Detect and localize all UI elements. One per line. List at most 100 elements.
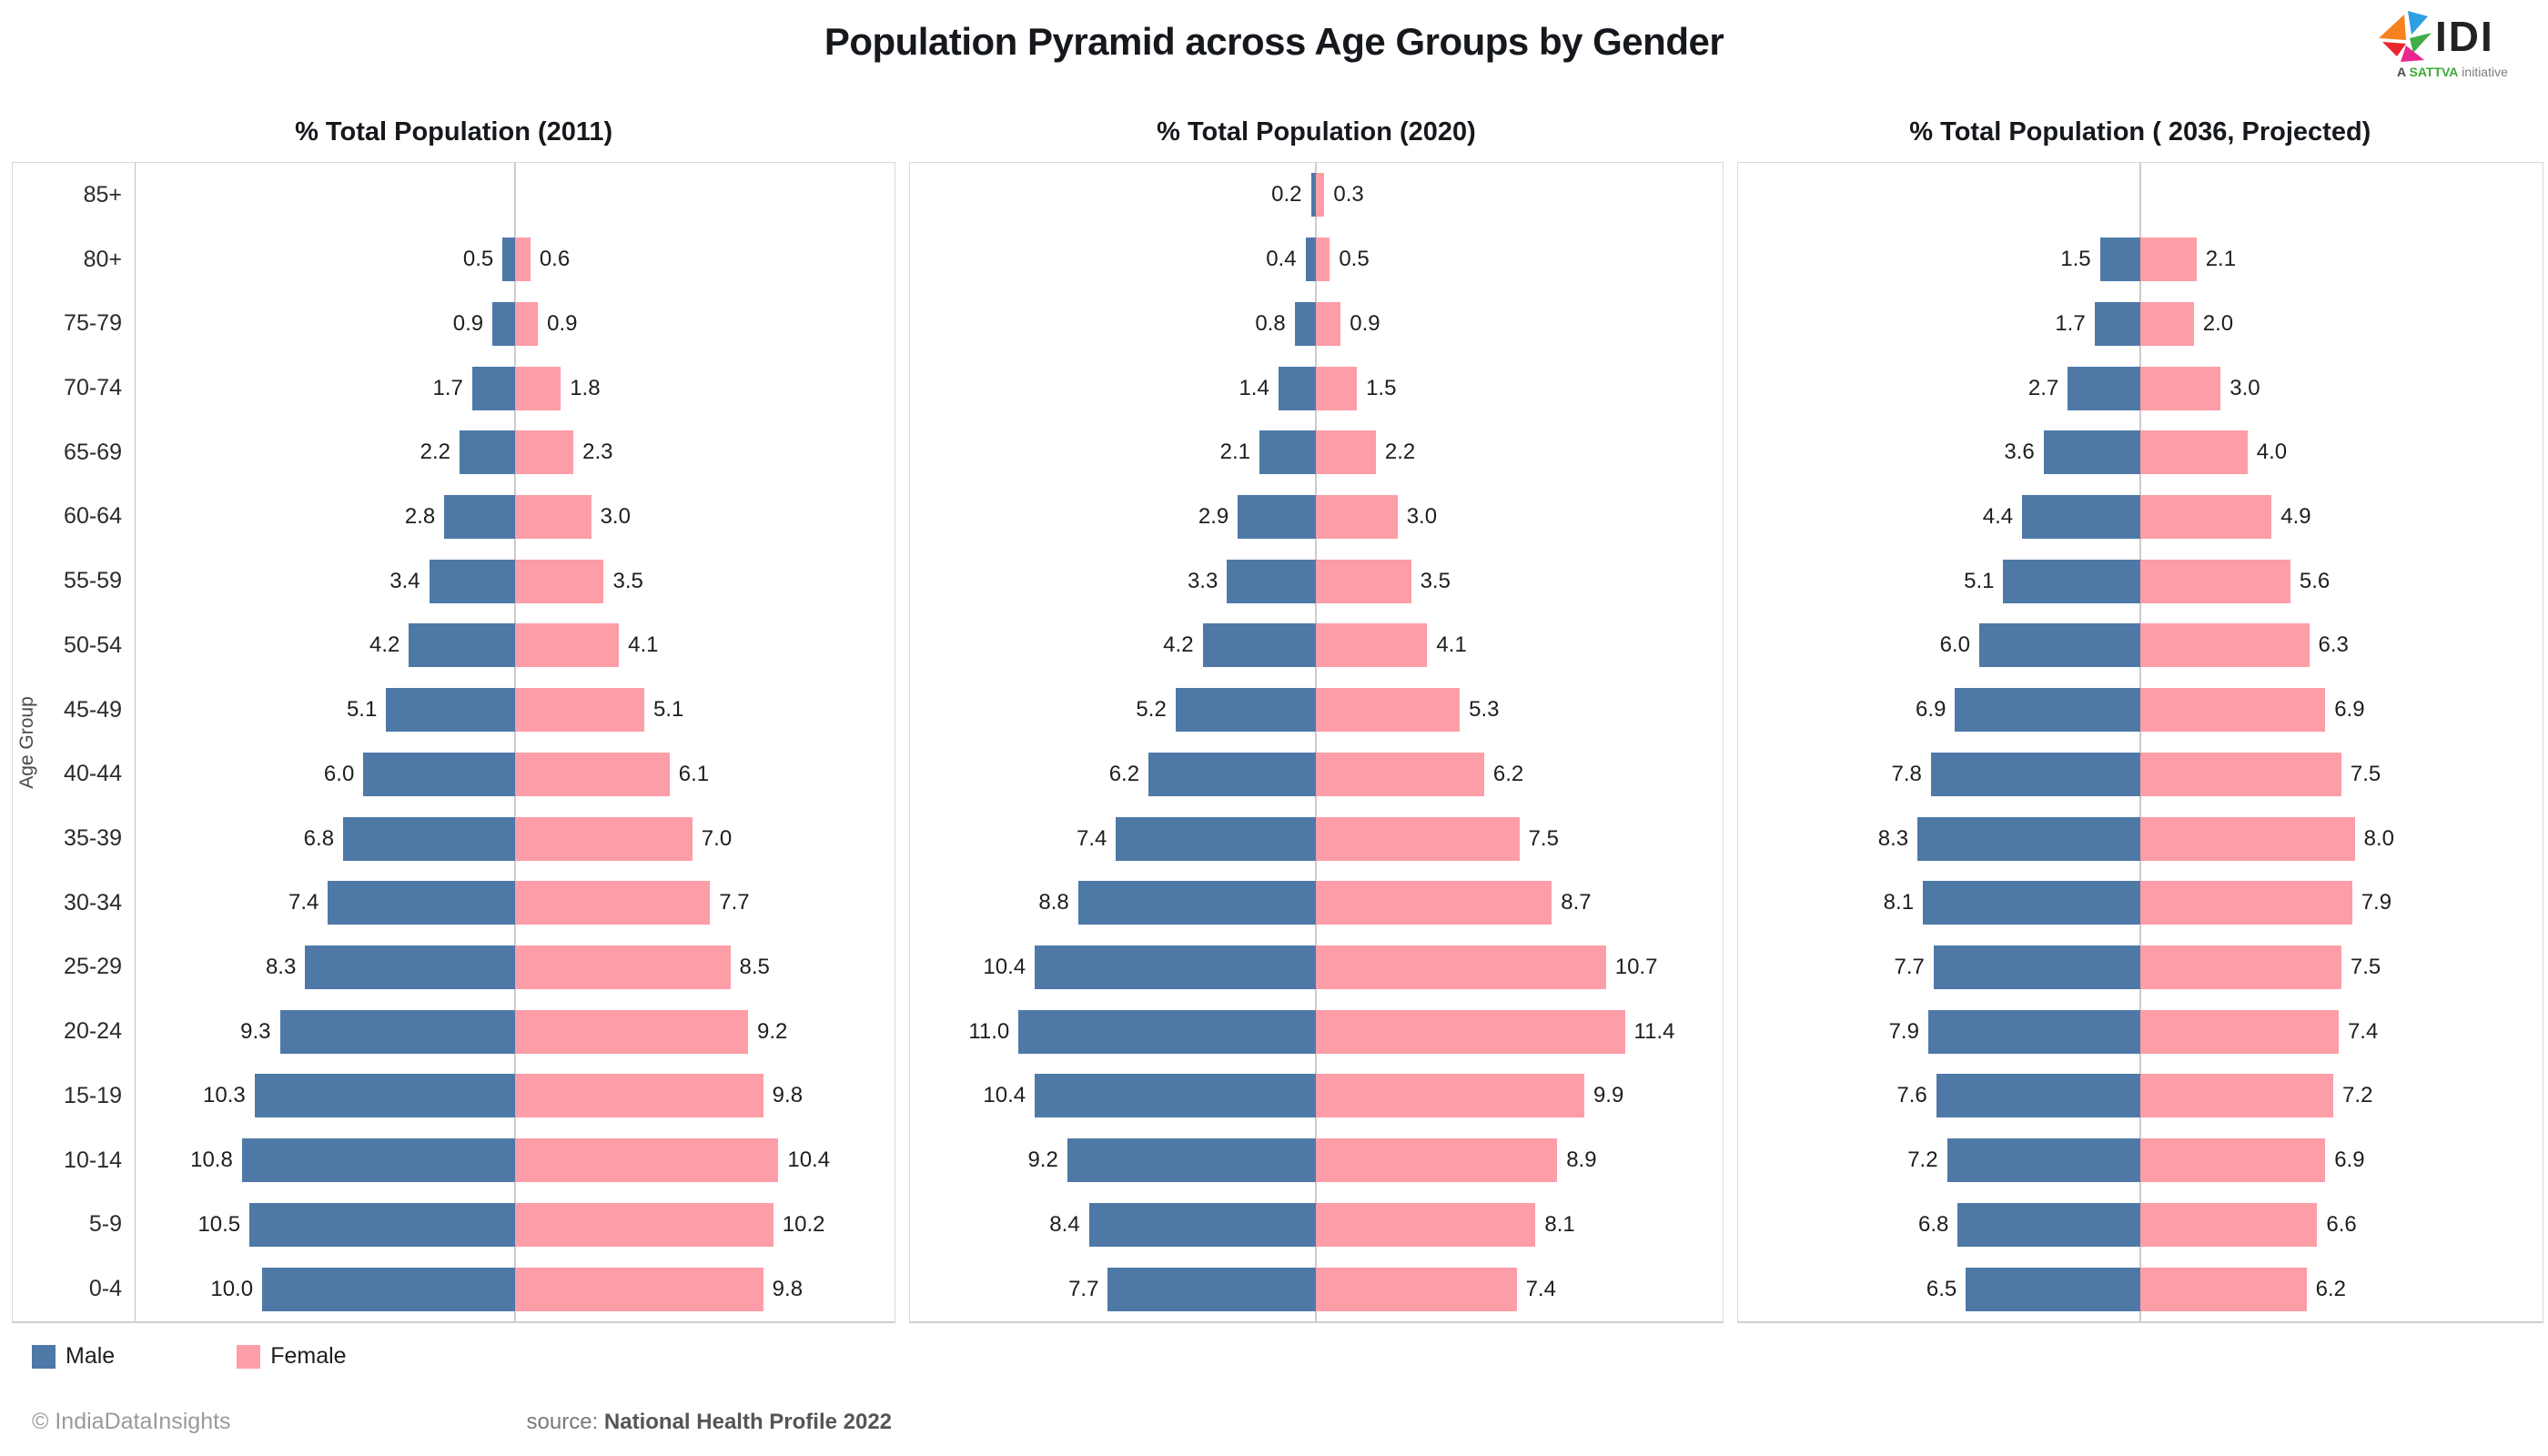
pyramid-bar-male[interactable]	[279, 1009, 516, 1054]
pyramid-bar-female[interactable]	[515, 1267, 763, 1311]
legend-item-male[interactable]: Male	[32, 1343, 115, 1370]
pyramid-bar-female[interactable]	[515, 494, 592, 539]
pyramid-bar-male[interactable]	[1933, 945, 2140, 989]
pyramid-bar-female[interactable]	[1316, 1267, 1517, 1311]
pyramid-bar-male[interactable]	[429, 559, 516, 603]
pyramid-bar-female[interactable]	[1316, 430, 1376, 475]
pyramid-bar-male[interactable]	[305, 945, 516, 989]
pyramid-bar-male[interactable]	[1088, 1202, 1317, 1247]
pyramid-bar-female[interactable]	[2139, 1138, 2326, 1183]
pyramid-bar-female[interactable]	[515, 301, 539, 346]
pyramid-bar-male[interactable]	[2099, 238, 2140, 282]
pyramid-bar-female[interactable]	[515, 688, 644, 733]
pyramid-bar-male[interactable]	[2003, 559, 2140, 603]
pyramid-bar-male[interactable]	[363, 752, 516, 796]
pyramid-bar-female[interactable]	[2139, 881, 2352, 925]
pyramid-bar-male[interactable]	[492, 301, 516, 346]
pyramid-bar-male[interactable]	[471, 366, 516, 410]
pyramid-bar-male[interactable]	[1238, 494, 1317, 539]
pyramid-bar-female[interactable]	[2139, 816, 2355, 861]
pyramid-bar-male[interactable]	[1966, 1267, 2140, 1311]
pyramid-bar-female[interactable]	[1316, 173, 1325, 217]
pyramid-bar-male[interactable]	[1955, 688, 2140, 733]
pyramid-bar-male[interactable]	[1227, 559, 1317, 603]
pyramid-bar-male[interactable]	[1202, 623, 1317, 668]
pyramid-bar-female[interactable]	[2139, 494, 2272, 539]
legend-item-female[interactable]: Female	[237, 1343, 347, 1370]
pyramid-bar-male[interactable]	[1148, 752, 1317, 796]
pyramid-bar-female[interactable]	[2139, 945, 2341, 989]
pyramid-bar-female[interactable]	[515, 366, 561, 410]
pyramid-bar-female[interactable]	[515, 623, 620, 668]
pyramid-bar-male[interactable]	[2022, 494, 2140, 539]
pyramid-bar-female[interactable]	[515, 752, 670, 796]
pyramid-bar-male[interactable]	[1957, 1202, 2140, 1247]
pyramid-bar-female[interactable]	[1316, 881, 1552, 925]
pyramid-bar-male[interactable]	[1936, 1074, 2140, 1118]
pyramid-bar-male[interactable]	[1107, 1267, 1317, 1311]
pyramid-bar-male[interactable]	[241, 1138, 516, 1183]
pyramid-bar-female[interactable]	[1316, 945, 1606, 989]
pyramid-bar-female[interactable]	[1316, 366, 1358, 410]
pyramid-bar-female[interactable]	[1316, 1074, 1584, 1118]
pyramid-bar-male[interactable]	[1305, 238, 1317, 282]
pyramid-bar-male[interactable]	[409, 623, 516, 668]
pyramid-bar-female[interactable]	[2139, 1202, 2318, 1247]
pyramid-bar-male[interactable]	[1310, 173, 1317, 217]
pyramid-bar-male[interactable]	[1923, 881, 2140, 925]
pyramid-bar-male[interactable]	[459, 430, 516, 475]
pyramid-bar-male[interactable]	[1116, 816, 1317, 861]
pyramid-bar-male[interactable]	[1927, 1009, 2140, 1054]
pyramid-bar-female[interactable]	[2139, 1009, 2339, 1054]
pyramid-bar-male[interactable]	[1294, 301, 1317, 346]
pyramid-bar-male[interactable]	[343, 816, 516, 861]
pyramid-bar-male[interactable]	[1018, 1009, 1317, 1054]
pyramid-bar-female[interactable]	[2139, 559, 2290, 603]
pyramid-bar-male[interactable]	[502, 238, 516, 282]
pyramid-bar-female[interactable]	[515, 881, 711, 925]
pyramid-bar-male[interactable]	[1259, 430, 1317, 475]
pyramid-bar-male[interactable]	[1067, 1138, 1317, 1183]
pyramid-bar-female[interactable]	[515, 1202, 774, 1247]
pyramid-bar-male[interactable]	[1035, 1074, 1317, 1118]
pyramid-bar-female[interactable]	[1316, 1202, 1536, 1247]
pyramid-bar-female[interactable]	[2139, 1074, 2334, 1118]
pyramid-bar-female[interactable]	[1316, 688, 1461, 733]
pyramid-bar-male[interactable]	[1175, 688, 1317, 733]
pyramid-bar-female[interactable]	[515, 945, 731, 989]
pyramid-bar-male[interactable]	[2068, 366, 2140, 410]
pyramid-bar-male[interactable]	[2094, 301, 2140, 346]
pyramid-bar-male[interactable]	[1946, 1138, 2140, 1183]
pyramid-bar-male[interactable]	[1035, 945, 1317, 989]
pyramid-bar-female[interactable]	[2139, 1267, 2307, 1311]
pyramid-bar-female[interactable]	[1316, 1138, 1558, 1183]
pyramid-bar-female[interactable]	[2139, 366, 2221, 410]
pyramid-bar-female[interactable]	[1316, 752, 1484, 796]
pyramid-bar-male[interactable]	[1077, 881, 1317, 925]
pyramid-bar-female[interactable]	[1316, 238, 1330, 282]
pyramid-bar-female[interactable]	[1316, 559, 1411, 603]
pyramid-bar-female[interactable]	[2139, 623, 2310, 668]
pyramid-bar-female[interactable]	[515, 430, 574, 475]
pyramid-bar-female[interactable]	[515, 1138, 779, 1183]
pyramid-bar-female[interactable]	[2139, 238, 2197, 282]
pyramid-bar-female[interactable]	[2139, 752, 2341, 796]
pyramid-bar-male[interactable]	[1917, 816, 2140, 861]
pyramid-bar-male[interactable]	[1930, 752, 2140, 796]
pyramid-bar-female[interactable]	[2139, 688, 2326, 733]
pyramid-bar-female[interactable]	[1316, 1009, 1625, 1054]
pyramid-bar-male[interactable]	[1978, 623, 2140, 668]
pyramid-bar-female[interactable]	[515, 816, 693, 861]
pyramid-bar-male[interactable]	[386, 688, 516, 733]
pyramid-bar-male[interactable]	[1278, 366, 1317, 410]
pyramid-bar-male[interactable]	[328, 881, 516, 925]
pyramid-bar-female[interactable]	[1316, 816, 1520, 861]
pyramid-bar-male[interactable]	[2043, 430, 2140, 475]
pyramid-bar-female[interactable]	[515, 559, 604, 603]
pyramid-bar-male[interactable]	[262, 1267, 516, 1311]
pyramid-bar-female[interactable]	[515, 1074, 763, 1118]
pyramid-bar-female[interactable]	[1316, 623, 1428, 668]
pyramid-bar-female[interactable]	[2139, 301, 2194, 346]
pyramid-bar-male[interactable]	[444, 494, 516, 539]
pyramid-bar-female[interactable]	[1316, 301, 1341, 346]
